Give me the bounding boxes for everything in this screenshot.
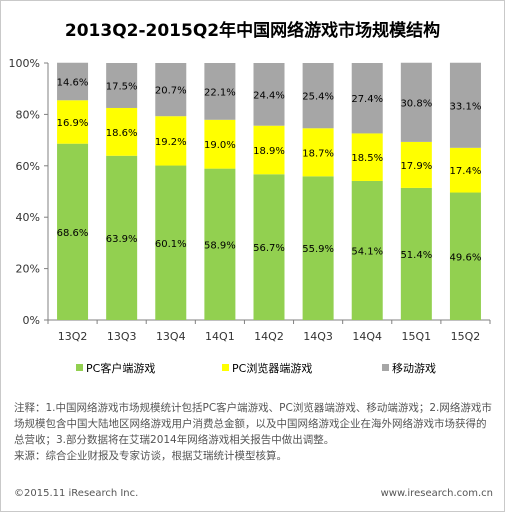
stacked-bar-chart: 0% 20% 40% 60% 80% 100% 68.6% 16.9% 14.6% 13Q2 63.… xyxy=(9,57,491,375)
bar-segment xyxy=(57,100,89,144)
bar-value-label: 30.8% xyxy=(400,98,432,109)
bar-value-label: 55.9% xyxy=(302,244,334,255)
y-tick-label: 80% xyxy=(16,108,40,121)
legend-swatch xyxy=(76,364,83,371)
bar-value-label: 63.9% xyxy=(106,234,138,245)
bar-value-label: 68.6% xyxy=(57,228,89,239)
bar-segment xyxy=(351,63,383,134)
bar-value-label: 58.9% xyxy=(204,240,236,251)
bar-value-label: 16.9% xyxy=(57,118,89,129)
bar-segment xyxy=(302,176,334,320)
bar-value-label: 24.4% xyxy=(253,90,285,101)
bar-value-label: 51.4% xyxy=(400,250,432,261)
website-text: www.iresearch.com.cn xyxy=(380,488,493,499)
x-category-label: 13Q2 xyxy=(58,330,88,343)
bar-segment xyxy=(351,133,383,181)
x-category-label: 14Q3 xyxy=(303,330,333,343)
bar-segment xyxy=(253,125,285,175)
bar-value-label: 25.4% xyxy=(302,92,334,103)
note-text: 注释：1.中国网络游戏市场规模统计包括PC客户端游戏、PC浏览器端游戏、移动端游… xyxy=(14,402,492,446)
x-category-label: 14Q2 xyxy=(254,330,284,343)
bar-value-label: 20.7% xyxy=(155,86,187,97)
chart-notes: 注释：1.中国网络游戏市场规模统计包括PC客户端游戏、PC浏览器端游戏、移动端游… xyxy=(14,400,494,464)
bar-value-label: 18.7% xyxy=(302,148,334,159)
bar-segment xyxy=(253,174,285,320)
copyright-text: ©2015.11 iResearch Inc. xyxy=(14,488,139,499)
bar-value-label: 22.1% xyxy=(204,87,236,98)
bar-value-label: 19.2% xyxy=(155,137,187,148)
bar-value-label: 14.6% xyxy=(57,78,89,89)
x-category-label: 14Q4 xyxy=(352,330,382,343)
bar-segment xyxy=(106,107,138,156)
bar-value-label: 17.9% xyxy=(400,161,432,172)
bar-segment xyxy=(400,62,432,142)
x-category-label: 13Q3 xyxy=(107,330,137,343)
bar-segment xyxy=(253,63,285,126)
bar-segment xyxy=(449,62,481,148)
bar-value-label: 18.5% xyxy=(351,153,383,164)
bar-segment xyxy=(351,180,383,320)
bar-segment xyxy=(106,63,138,108)
x-category-label: 15Q2 xyxy=(451,330,481,343)
bar-value-label: 33.1% xyxy=(450,101,482,112)
legend-label: PC客户端游戏 xyxy=(86,361,155,375)
bar-value-label: 18.9% xyxy=(253,146,285,157)
bar-segment xyxy=(155,116,187,166)
bar-segment xyxy=(57,143,89,320)
x-category-label: 13Q4 xyxy=(156,330,186,343)
bar-segment xyxy=(204,119,236,169)
bar-segment xyxy=(400,141,432,188)
bar-segment xyxy=(155,63,187,117)
y-tick-label: 100% xyxy=(9,57,40,70)
bar-value-label: 54.1% xyxy=(351,246,383,257)
y-tick-label: 40% xyxy=(16,211,40,224)
bar-segment xyxy=(302,128,334,177)
legend-label: 移动游戏 xyxy=(392,362,436,375)
bar-value-label: 17.5% xyxy=(106,81,138,92)
bar-value-label: 49.6% xyxy=(450,252,482,263)
legend-swatch xyxy=(222,364,229,371)
bar-segment xyxy=(155,165,187,320)
bar-segment xyxy=(449,147,481,193)
bar-value-label: 17.4% xyxy=(450,166,482,177)
x-category-label: 14Q1 xyxy=(205,330,235,343)
bar-value-label: 27.4% xyxy=(351,94,383,105)
bar-segment xyxy=(302,63,334,129)
bar-value-label: 60.1% xyxy=(155,239,187,250)
x-category-label: 15Q1 xyxy=(402,330,432,343)
bar-segment xyxy=(204,63,236,120)
bar-value-label: 18.6% xyxy=(106,128,138,139)
source-text: 来源：综合企业财报及专家访谈，根据艾瑞统计模型核算。 xyxy=(14,450,287,462)
bar-segment xyxy=(106,155,138,320)
bar-value-label: 19.0% xyxy=(204,140,236,151)
y-tick-label: 20% xyxy=(16,263,40,276)
bar-segment xyxy=(57,62,89,101)
bar-segment xyxy=(400,187,432,320)
chart-title: 2013Q2-2015Q2年中国网络游戏市场规模结构 xyxy=(64,21,441,41)
bar-segment xyxy=(204,168,236,320)
legend-label: PC浏览器端游戏 xyxy=(232,361,312,375)
y-tick-label: 60% xyxy=(16,160,40,173)
bar-segment xyxy=(449,192,481,320)
legend-swatch xyxy=(382,364,389,371)
bar-value-label: 56.7% xyxy=(253,243,285,254)
y-tick-label: 0% xyxy=(23,314,40,327)
